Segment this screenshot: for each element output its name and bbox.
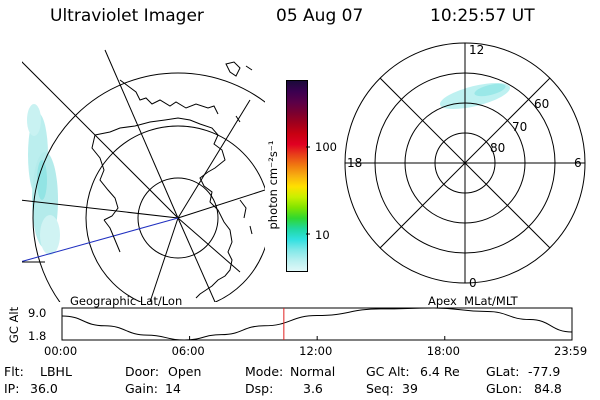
- colorbar-ticks: [306, 146, 310, 235]
- meridian: [104, 49, 179, 219]
- coastline: [225, 61, 253, 123]
- altitude-tick-1-8: 1.8: [28, 329, 47, 343]
- mlat-label-80: 80: [490, 141, 505, 155]
- date-label: 05 Aug 07: [276, 6, 364, 26]
- gain-value: 14: [165, 381, 181, 396]
- dsp-value: 3.6: [303, 381, 323, 396]
- altitude-plot-frame: [61, 307, 573, 341]
- time-label: 10:25:57 UT: [430, 6, 535, 26]
- lat-circle-70: [85, 125, 265, 302]
- gcalt-value: 6.4 Re: [420, 364, 460, 379]
- coastline: [119, 79, 219, 115]
- seq-value: 39: [402, 381, 418, 396]
- lat-circle-60: [32, 72, 265, 302]
- mlat-label-70: 70: [512, 120, 527, 134]
- altitude-curve: [61, 307, 573, 341]
- ip-label: IP:: [4, 381, 20, 396]
- meridian: [22, 61, 179, 219]
- mlt-label-12: 12: [469, 43, 484, 57]
- meridian: [177, 217, 241, 273]
- altitude-plot: [61, 307, 573, 341]
- terminator-line: [22, 217, 179, 262]
- coastline: [91, 117, 233, 299]
- mlt-diagonal: [379, 77, 551, 249]
- aurora-emission-mlt: [439, 82, 511, 110]
- altitude-axis-title: GC Alt: [7, 306, 21, 344]
- meridian: [177, 189, 265, 219]
- instrument-title: Ultraviolet Imager: [50, 6, 204, 26]
- glat-label: GLat:: [486, 364, 520, 379]
- glon-label: GLon:: [486, 381, 523, 396]
- x-tick-label: 00:00: [44, 344, 78, 358]
- colorbar-unit-label: photon cm⁻²s⁻¹: [266, 140, 280, 230]
- gcalt-label: GC Alt:: [366, 364, 410, 379]
- ip-value: 36.0: [30, 381, 58, 396]
- door-value: Open: [168, 364, 202, 379]
- dsp-label: Dsp:: [245, 381, 274, 396]
- mlt-polar-plot: 12 18 6 0 60 70 80: [344, 42, 586, 290]
- coastline: [239, 199, 253, 235]
- flt-label: Flt:: [4, 364, 24, 379]
- mlt-panel-label: Apex MLat/MLT: [428, 294, 518, 308]
- geographic-map: [22, 49, 265, 302]
- mlt-label-0: 0: [469, 276, 477, 290]
- meridian: [149, 217, 179, 302]
- mode-value: Normal: [290, 364, 336, 379]
- x-tick-label: 12:00: [299, 344, 333, 358]
- glon-value: 84.8: [534, 381, 562, 396]
- mode-label: Mode:: [245, 364, 284, 379]
- meridian: [22, 199, 179, 219]
- meridian: [177, 217, 216, 302]
- gain-label: Gain:: [125, 381, 158, 396]
- colorbar: [286, 80, 308, 272]
- seq-label: Seq:: [366, 381, 394, 396]
- mlat-label-60: 60: [534, 97, 549, 111]
- x-tick-label: 23:59: [554, 344, 588, 358]
- flt-value: LBHL: [40, 364, 72, 379]
- x-tick-label: 06:00: [171, 344, 205, 358]
- x-tick-label: 18:00: [426, 344, 460, 358]
- altitude-tick-9: 9.0: [28, 306, 47, 320]
- door-label: Door:: [125, 364, 160, 379]
- colorbar-tick-100: 100: [315, 140, 337, 154]
- mlt-label-18: 18: [347, 156, 362, 170]
- geo-panel-label: Geographic Lat/Lon: [70, 294, 183, 308]
- lat-circle-80: [137, 177, 219, 259]
- colorbar-tick-10: 10: [315, 228, 330, 242]
- mlt-label-6: 6: [574, 156, 582, 170]
- glat-value: -77.9: [528, 364, 561, 379]
- aurora-emission-left: [27, 104, 60, 255]
